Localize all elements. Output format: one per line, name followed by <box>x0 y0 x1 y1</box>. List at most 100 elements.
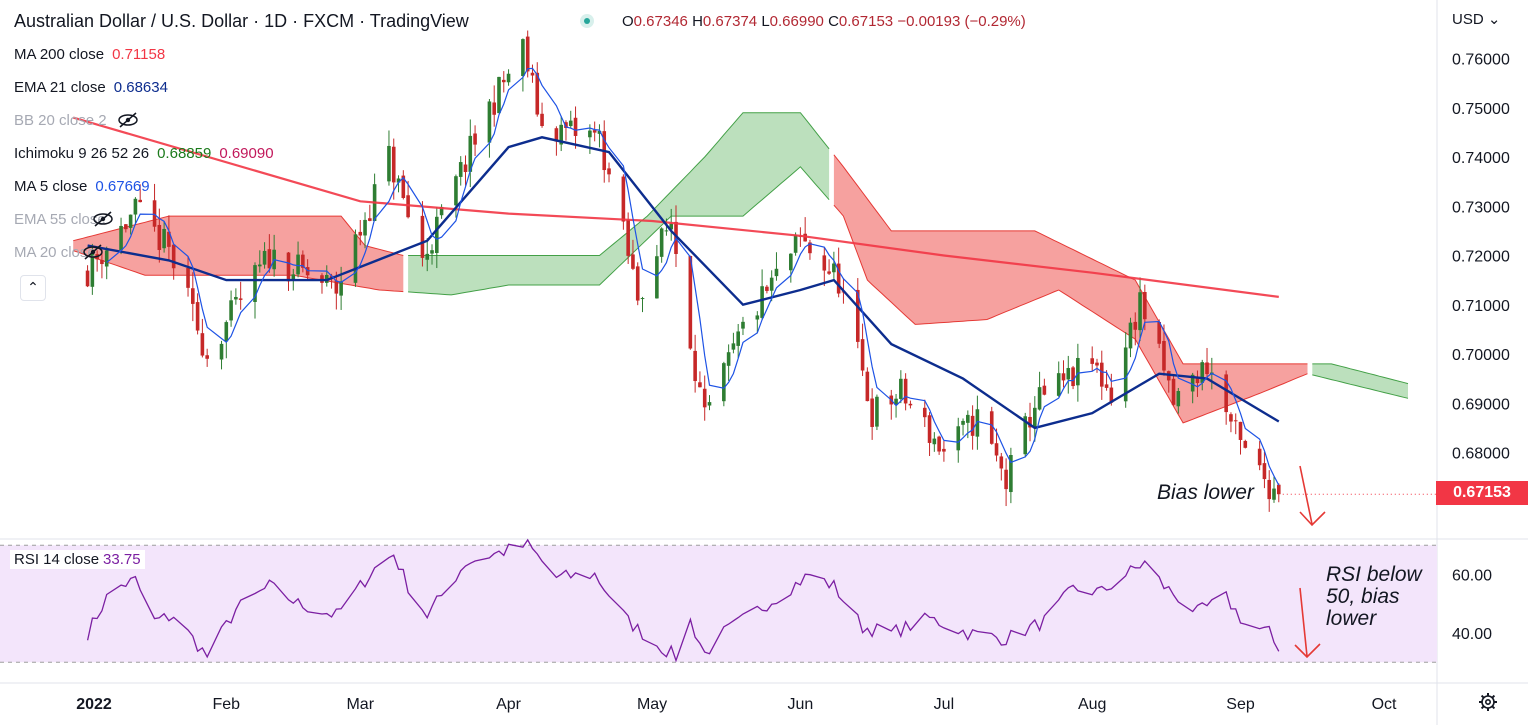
candle-down <box>808 242 812 254</box>
legend-ema21[interactable]: EMA 21 close 0.68634 <box>14 79 168 96</box>
candle-up <box>966 414 970 423</box>
candle-up <box>162 228 166 249</box>
candle-up <box>104 250 109 267</box>
rsi-arrow-shaft <box>1299 587 1308 657</box>
bias-arrow-shaft <box>1299 465 1313 525</box>
legend-ema55[interactable]: EMA 55 close <box>14 211 114 228</box>
rsi-legend[interactable]: RSI 14 close 33.75 <box>10 550 145 569</box>
candle-down <box>138 199 142 203</box>
time-tick-label: May <box>637 696 667 713</box>
candle-down <box>124 224 128 230</box>
candle-up <box>722 363 726 402</box>
candle-down <box>171 244 176 269</box>
rsi-annotation: RSI below 50, bias lower <box>1326 564 1422 630</box>
candle-up <box>1200 362 1205 383</box>
candle-down <box>942 448 946 452</box>
candle-up <box>875 396 879 427</box>
candle-down <box>1095 362 1099 366</box>
legend-ichimoku[interactable]: Ichimoku 9 26 52 26 0.68859 0.69090 <box>14 145 274 162</box>
candle-down <box>334 280 339 294</box>
candle-down <box>530 72 535 76</box>
candle-down <box>1028 416 1032 428</box>
candle-up <box>932 438 937 445</box>
candle-up <box>90 252 95 287</box>
market-status-icon[interactable] <box>580 14 594 28</box>
price-tick-label: 0.72000 <box>1452 249 1510 266</box>
ohlc-o-label: O <box>622 13 634 30</box>
candle-up <box>234 296 238 300</box>
legend-ma200[interactable]: MA 200 close 0.71158 <box>14 46 165 63</box>
candle-up <box>257 264 262 267</box>
candle-up <box>760 286 764 318</box>
candle-up <box>1076 357 1080 386</box>
eye-crossed-icon[interactable] <box>82 244 104 260</box>
candle-down <box>186 267 190 288</box>
candle-up <box>468 135 473 172</box>
legend-ma5[interactable]: MA 5 close 0.67669 <box>14 178 150 195</box>
candle-down <box>1171 378 1176 405</box>
legend-label: MA 200 close <box>14 46 105 63</box>
candle-down <box>994 443 999 456</box>
candle-down <box>564 122 568 128</box>
candle-down <box>922 407 927 418</box>
candle-up <box>655 256 659 299</box>
candle-down <box>1109 387 1114 403</box>
candle-down <box>765 286 769 291</box>
currency-selector[interactable]: USD ⌄ <box>1452 10 1500 28</box>
candle-up <box>736 331 740 346</box>
last-price-label: 0.67153 <box>1436 481 1528 505</box>
bias-arrow-head <box>1299 511 1326 527</box>
candle-up <box>1056 373 1061 396</box>
candle-down <box>903 378 908 404</box>
candle-up <box>133 198 138 215</box>
eye-crossed-icon[interactable] <box>117 112 139 128</box>
candle-up <box>128 214 133 228</box>
legend-ma20[interactable]: MA 20 close <box>14 244 104 261</box>
candle-down <box>200 333 205 356</box>
currency-label: USD <box>1452 11 1484 28</box>
candle-down <box>1004 469 1008 490</box>
candle-up <box>506 73 511 83</box>
candle-up <box>497 76 501 114</box>
candle-down <box>621 176 626 222</box>
time-tick-label: Apr <box>496 696 522 713</box>
candle-up <box>741 321 745 329</box>
candle-down <box>855 289 860 342</box>
candle-up <box>899 378 903 399</box>
eye-crossed-icon[interactable] <box>92 211 114 227</box>
ohlc-open: 0.67346 <box>633 13 688 30</box>
candle-down <box>1257 448 1262 466</box>
candle-down <box>368 218 372 221</box>
ohlc-low: 0.66990 <box>769 13 824 30</box>
cloud-edge-bottom <box>1312 374 1409 399</box>
candle-down <box>463 164 468 173</box>
cloud-edge-top <box>833 154 1308 365</box>
candle-down <box>157 224 162 250</box>
candle-down <box>391 146 396 183</box>
candle-up <box>1138 292 1142 331</box>
candle-up <box>291 274 296 280</box>
candle-up <box>1066 368 1071 380</box>
candle-up <box>262 250 267 265</box>
candle-up <box>956 426 961 451</box>
candle-down <box>698 382 702 388</box>
ohlc-l-label: L <box>761 13 770 30</box>
candle-up <box>789 253 793 271</box>
candle-up <box>458 162 463 177</box>
candle-down <box>540 113 544 126</box>
time-tick-label: Aug <box>1078 696 1106 713</box>
settings-gear-icon[interactable] <box>1478 692 1498 712</box>
legend-value: 0.68634 <box>113 79 168 96</box>
cloud-edge-top <box>408 112 830 256</box>
candle-down <box>401 175 406 198</box>
annotation-arrows <box>1294 465 1326 659</box>
candle-down <box>1233 420 1238 422</box>
legend-bb20[interactable]: BB 20 close 2 <box>14 112 139 129</box>
candle-up <box>425 253 430 260</box>
collapse-legend-button[interactable]: ⌃ <box>20 275 46 301</box>
cloud-edge-bottom <box>73 250 404 293</box>
candle-down <box>301 254 305 268</box>
candle-down <box>286 252 291 282</box>
candle-up <box>774 268 779 277</box>
